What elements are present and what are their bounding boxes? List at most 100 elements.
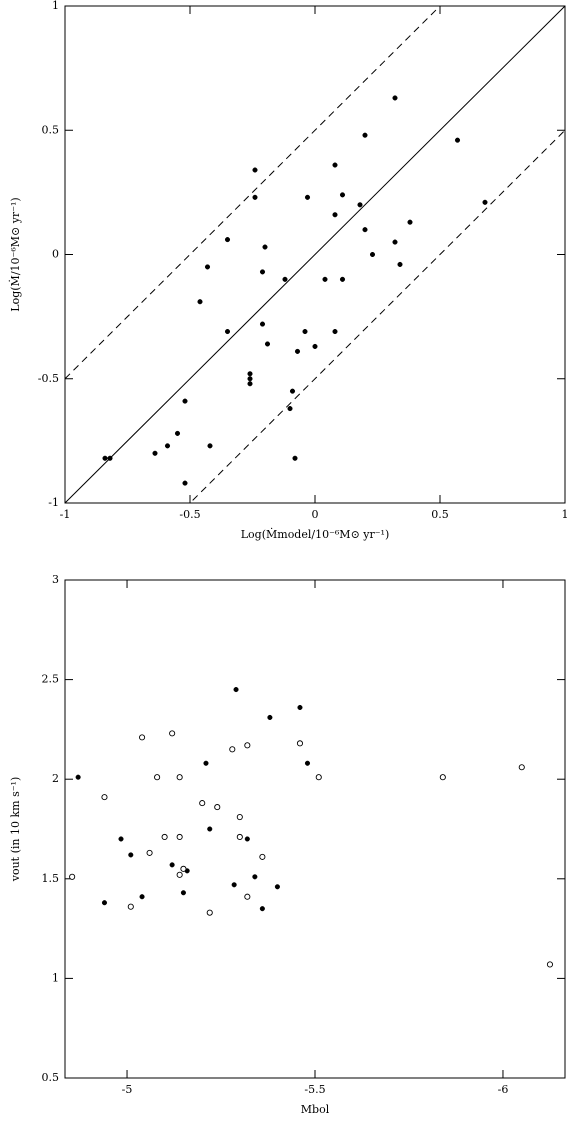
data-point bbox=[259, 853, 266, 860]
data-point bbox=[75, 774, 81, 780]
data-point bbox=[101, 794, 108, 801]
data-point bbox=[127, 903, 134, 910]
x-tick-label: -0.5 bbox=[179, 508, 200, 521]
reference-line bbox=[65, 6, 565, 503]
data-point bbox=[439, 774, 446, 781]
data-point bbox=[206, 909, 213, 916]
data-point bbox=[207, 443, 213, 449]
data-point bbox=[259, 906, 265, 912]
data-point bbox=[224, 237, 231, 243]
data-point bbox=[146, 849, 153, 856]
data-point bbox=[236, 813, 243, 821]
x-tick-label: -5 bbox=[122, 1083, 133, 1096]
data-point bbox=[154, 774, 161, 781]
data-point bbox=[252, 194, 258, 200]
data-point bbox=[252, 167, 258, 173]
data-point bbox=[339, 276, 346, 282]
y-tick-label: 1.5 bbox=[42, 872, 60, 885]
y-tick-label: 0 bbox=[52, 248, 59, 261]
reference-line bbox=[189, 129, 565, 503]
data-point bbox=[262, 244, 268, 250]
data-point bbox=[180, 865, 187, 872]
data-point bbox=[304, 194, 311, 200]
data-point bbox=[224, 328, 231, 335]
data-point bbox=[128, 852, 134, 858]
x-tick-label: 0.5 bbox=[431, 508, 449, 521]
data-point bbox=[247, 371, 253, 377]
data-point bbox=[203, 760, 209, 766]
data-point bbox=[233, 687, 239, 693]
data-point bbox=[407, 219, 413, 225]
data-point bbox=[362, 132, 368, 138]
data-point bbox=[292, 455, 298, 461]
data-point bbox=[332, 162, 338, 168]
data-point bbox=[101, 900, 108, 906]
x-axis-label: Log(Ṁmodel/10⁻⁶M⊙ yr⁻¹) bbox=[241, 527, 390, 541]
data-point bbox=[69, 873, 76, 880]
data-point bbox=[339, 192, 346, 198]
data-point bbox=[369, 251, 376, 258]
data-point bbox=[139, 734, 146, 741]
data-point bbox=[174, 430, 181, 436]
data-point bbox=[247, 381, 253, 387]
data-point bbox=[518, 764, 525, 771]
data-point bbox=[282, 276, 288, 282]
x-tick-label: -6 bbox=[498, 1083, 509, 1096]
data-point bbox=[274, 884, 280, 890]
data-point bbox=[176, 871, 183, 878]
data-point bbox=[259, 321, 266, 327]
data-point bbox=[362, 227, 368, 233]
data-point bbox=[199, 800, 206, 807]
data-point bbox=[287, 406, 293, 412]
data-point bbox=[296, 740, 304, 747]
y-tick-label: 2.5 bbox=[42, 673, 60, 686]
data-point bbox=[180, 890, 186, 896]
data-point bbox=[294, 348, 301, 354]
data-point bbox=[107, 455, 113, 461]
data-point bbox=[482, 199, 488, 205]
data-point bbox=[454, 137, 461, 143]
data-point bbox=[332, 212, 338, 218]
data-point bbox=[297, 704, 303, 711]
data-point bbox=[244, 836, 250, 842]
data-point bbox=[176, 833, 183, 841]
data-point bbox=[332, 328, 338, 335]
x-tick-label: 0 bbox=[312, 508, 319, 521]
data-point bbox=[214, 804, 221, 811]
data-point bbox=[357, 202, 363, 208]
data-point bbox=[152, 450, 158, 456]
data-point bbox=[169, 862, 175, 868]
y-axis-label: Log(Ṁ/10⁻⁶M⊙ yr⁻¹) bbox=[8, 197, 22, 311]
data-point bbox=[182, 480, 188, 486]
data-point bbox=[267, 714, 273, 720]
data-point bbox=[118, 836, 124, 842]
y-tick-label: 0.5 bbox=[42, 123, 60, 136]
data-point bbox=[182, 398, 188, 404]
data-point bbox=[161, 833, 168, 841]
data-point bbox=[302, 328, 308, 335]
x-tick-label: 1 bbox=[562, 508, 569, 521]
data-point bbox=[252, 874, 258, 880]
data-point bbox=[204, 264, 211, 270]
data-point bbox=[397, 261, 403, 267]
y-tick-label: 1 bbox=[52, 971, 59, 984]
data-point bbox=[392, 239, 398, 245]
data-point bbox=[244, 742, 251, 749]
data-point bbox=[392, 95, 398, 101]
data-point bbox=[247, 376, 253, 382]
data-point bbox=[289, 388, 296, 394]
y-tick-label: 2 bbox=[52, 772, 59, 785]
y-tick-label: 1 bbox=[52, 0, 59, 12]
plot: -5 -5.5 -6 0.5 1 1.5 2 2.5 3 Mbol vout (in 10 km s… bbox=[9, 573, 566, 1116]
y-tick-label: -1 bbox=[48, 496, 59, 509]
data-point bbox=[244, 893, 251, 900]
y-tick-label: 3 bbox=[52, 573, 59, 586]
data-point bbox=[164, 443, 171, 449]
data-point bbox=[231, 882, 237, 888]
x-tick-label: -1 bbox=[60, 508, 71, 521]
data-point bbox=[197, 299, 203, 305]
data-point bbox=[304, 760, 311, 766]
data-point bbox=[176, 774, 183, 781]
data-point bbox=[229, 746, 236, 753]
